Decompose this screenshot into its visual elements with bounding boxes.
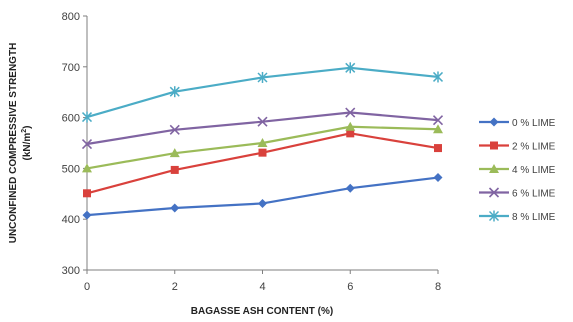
- legend-label: 2 % LIME: [512, 142, 556, 153]
- legend-marker: [489, 164, 499, 173]
- data-point: [258, 198, 267, 208]
- series-2: [82, 121, 443, 173]
- series-group: [81, 62, 444, 220]
- data-point: [170, 203, 180, 213]
- data-point: [345, 183, 355, 193]
- data-point: [434, 144, 442, 153]
- x-ticks: 0 2 4 6 8: [84, 270, 441, 293]
- y-axis-unit-suffix: ): [22, 125, 33, 128]
- series-0: [82, 173, 443, 220]
- x-axis-title: BAGASSE ASH CONTENT (%): [191, 306, 333, 317]
- legend-item: 2 % LIME: [479, 141, 556, 153]
- data-point: [83, 189, 91, 198]
- y-axis-unit-superscript: 2: [21, 129, 28, 133]
- data-point: [258, 148, 267, 157]
- series-1: [83, 129, 442, 198]
- y-axis-unit-prefix: (kN/m: [22, 133, 33, 161]
- data-point: [433, 124, 443, 134]
- legend-marker: [490, 141, 498, 150]
- legend-marker: [488, 187, 500, 198]
- data-point: [82, 210, 92, 220]
- x-tick-label: 2: [172, 281, 178, 293]
- y-axis-title: UNCONFINED COMPRESSIVE STRENGTH: [8, 43, 19, 244]
- data-point: [257, 116, 268, 127]
- y-tick-label: 800: [62, 11, 80, 23]
- series-line: [86, 176, 439, 217]
- legend-item: 8 % LIME: [479, 210, 556, 223]
- series-3: [81, 107, 444, 150]
- data-point: [345, 107, 356, 118]
- legend-marker: [488, 210, 500, 222]
- data-point: [432, 71, 444, 83]
- y-tick-label: 500: [62, 163, 80, 175]
- legend: 0 % LIME 2 % LIME 4 % LIME 6 % LIME 8 % LIME: [479, 117, 556, 223]
- data-point: [170, 165, 179, 174]
- x-tick-label: 8: [435, 281, 441, 293]
- x-tick-label: 0: [84, 281, 90, 293]
- y-ticks: 300 400 500 600 700 800: [62, 11, 87, 277]
- x-tick-label: 4: [259, 281, 265, 293]
- legend-item: 6 % LIME: [479, 187, 556, 200]
- data-point: [345, 62, 356, 74]
- legend-label: 8 % LIME: [512, 212, 556, 223]
- data-point: [346, 129, 355, 138]
- y-tick-label: 400: [62, 214, 80, 226]
- data-point: [82, 163, 92, 173]
- legend-item: 4 % LIME: [479, 164, 556, 176]
- legend-item: 0 % LIME: [479, 117, 556, 129]
- y-tick-label: 300: [62, 265, 80, 277]
- data-point: [169, 124, 180, 135]
- legend-marker: [489, 117, 499, 127]
- series-4: [81, 62, 444, 123]
- y-tick-label: 700: [62, 62, 80, 74]
- data-point: [257, 71, 268, 83]
- data-point: [432, 115, 444, 126]
- data-point: [433, 173, 443, 183]
- legend-label: 0 % LIME: [512, 118, 556, 129]
- legend-label: 6 % LIME: [512, 189, 556, 200]
- data-point: [81, 138, 93, 150]
- data-point: [169, 86, 180, 98]
- x-tick-label: 6: [347, 281, 353, 293]
- y-axis-unit: (kN/m2): [21, 125, 33, 160]
- data-point: [169, 148, 180, 158]
- series-line: [86, 125, 439, 170]
- data-point: [81, 111, 93, 123]
- legend-label: 4 % LIME: [512, 165, 556, 176]
- data-point: [257, 138, 268, 147]
- y-tick-label: 600: [62, 113, 80, 125]
- data-point: [345, 121, 356, 131]
